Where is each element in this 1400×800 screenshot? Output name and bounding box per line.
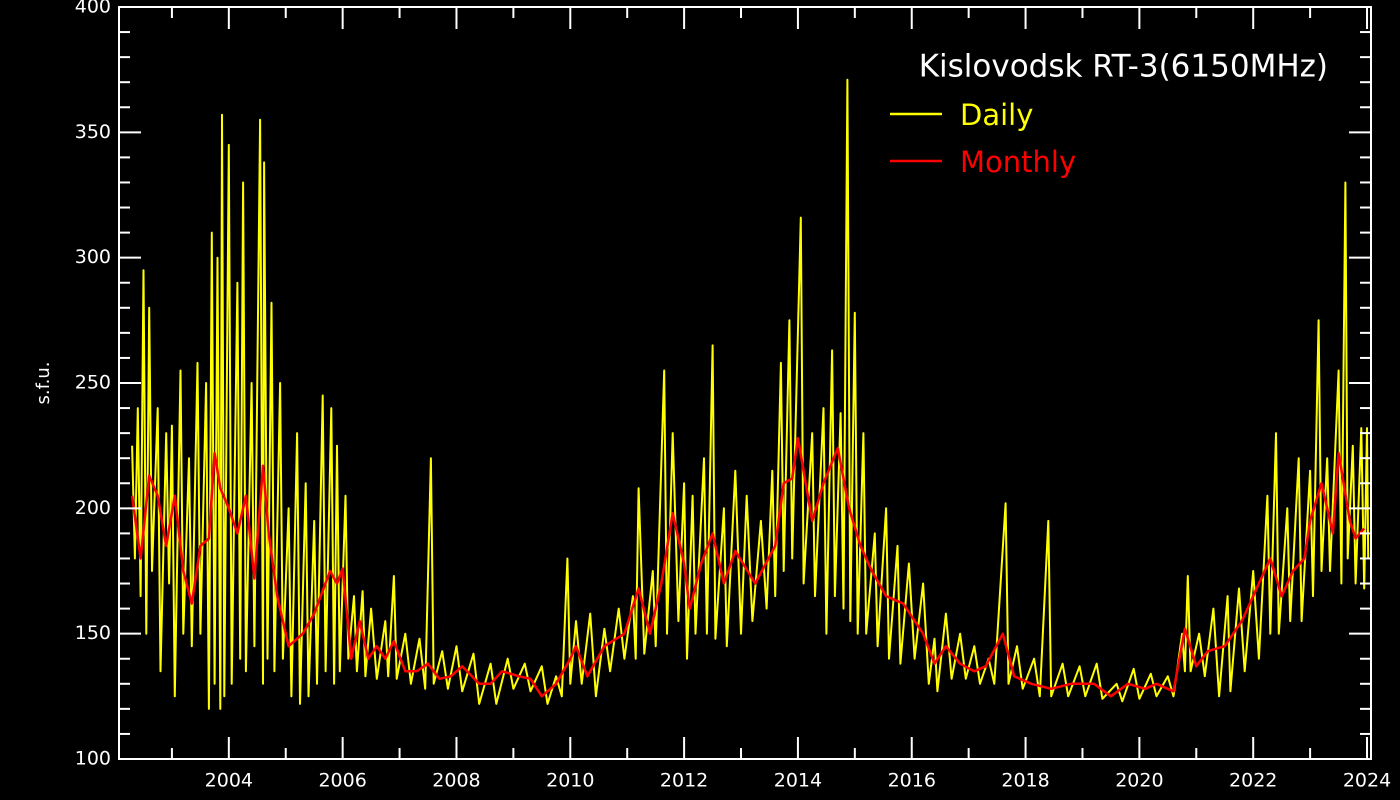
series-line (131, 78, 1370, 710)
x-tick-label: 2010 (546, 770, 594, 792)
x-tick-label: 2004 (205, 770, 253, 792)
y-tick-label: 400 (75, 0, 111, 18)
x-tick-label: 2022 (1229, 770, 1277, 792)
y-tick-label: 100 (75, 748, 111, 770)
x-tick-label: 2014 (774, 770, 822, 792)
x-tick-label: 2020 (1115, 770, 1163, 792)
y-tick-label: 350 (75, 121, 111, 143)
legend-label: Daily (960, 98, 1033, 132)
x-tick-label: 2016 (888, 770, 936, 792)
legend-label: Monthly (960, 145, 1076, 179)
series-line (130, 436, 1366, 698)
x-tick-label: 2012 (660, 770, 708, 792)
y-tick-label: 150 (75, 622, 111, 644)
x-tick-label: 2008 (432, 770, 480, 792)
y-tick-label: 250 (75, 372, 111, 394)
x-tick-label: 2024 (1343, 770, 1391, 792)
chart-title: Kislovodsk RT-3(6150MHz) (919, 49, 1328, 85)
x-tick-label: 2018 (1001, 770, 1049, 792)
y-tick-label: 200 (75, 497, 111, 519)
x-tick-label: 2006 (318, 770, 366, 792)
y-axis-label: s.f.u. (33, 362, 54, 405)
y-tick-label: 300 (75, 246, 111, 268)
